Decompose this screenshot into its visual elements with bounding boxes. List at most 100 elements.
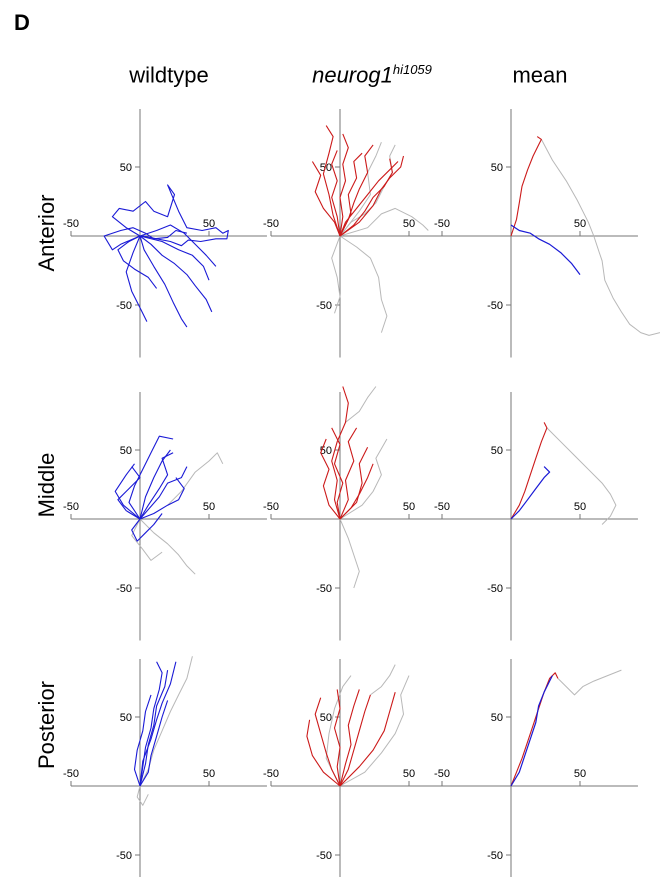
grey-track [540, 139, 660, 336]
mutant-track [333, 689, 341, 787]
tick-label-x-neg: -50 [63, 218, 79, 230]
grey-track [370, 664, 396, 696]
mutant-track [339, 152, 363, 237]
tick-label-x-pos: 50 [574, 218, 586, 230]
wildtype-track [139, 235, 213, 313]
grey-track [339, 438, 388, 520]
mutant-track [339, 692, 396, 787]
tick-label-x-neg: -50 [263, 501, 279, 513]
wildtype-track [117, 466, 141, 520]
mutant-track [311, 161, 341, 237]
grey-track [339, 207, 429, 237]
tick-label-y-pos: 50 [320, 712, 332, 724]
mutant-track [339, 427, 358, 520]
tick-label-y-pos: 50 [120, 712, 132, 724]
tick-label-y-neg: -50 [316, 850, 332, 862]
tick-label-x-neg: -50 [63, 768, 79, 780]
mutant-track [339, 689, 360, 787]
mutant-track [510, 672, 559, 787]
tick-label-x-pos: 50 [203, 218, 215, 230]
wildtype-track [103, 227, 188, 251]
mutant-track [331, 427, 344, 520]
grey-track [339, 235, 388, 333]
grey-track [339, 675, 410, 787]
wildtype-track [131, 513, 163, 542]
panel-letter: D [14, 10, 30, 35]
tick-label-x-pos: 50 [574, 501, 586, 513]
tick-label-y-neg: -50 [487, 583, 503, 595]
tick-label-y-pos: 50 [320, 162, 332, 174]
grey-track [339, 144, 396, 237]
wildtype-track [139, 449, 171, 520]
grey-track [345, 386, 377, 423]
mutant-track [339, 161, 399, 237]
mutant-track [306, 719, 341, 787]
grey-track [325, 675, 352, 787]
wildtype-mean-track [510, 224, 581, 275]
wildtype-track [139, 235, 188, 328]
column-title-text: mean [512, 62, 568, 88]
wildtype-track [117, 235, 158, 289]
tick-label-y-neg: -50 [116, 300, 132, 312]
tick-label-x-pos: 50 [403, 768, 415, 780]
tick-label-x-neg: -50 [63, 501, 79, 513]
tick-label-x-neg: -50 [263, 768, 279, 780]
column-title-wildtype: wildtype [69, 62, 269, 88]
grey-track [131, 518, 163, 561]
wildtype-track [139, 661, 177, 787]
tick-label-y-neg: -50 [116, 583, 132, 595]
tick-label-y-neg: -50 [316, 300, 332, 312]
wildtype-track [114, 463, 141, 520]
grey-track [331, 235, 341, 314]
tick-label-x-pos: 50 [203, 768, 215, 780]
grey-track [136, 785, 149, 806]
grey-track [167, 452, 224, 506]
tick-label-x-pos: 50 [203, 501, 215, 513]
wildtype-track [133, 694, 152, 787]
grey-track [557, 669, 622, 696]
tick-label-x-pos: 50 [574, 768, 586, 780]
column-title-sup: hi1059 [392, 62, 432, 77]
tick-label-x-neg: -50 [434, 218, 450, 230]
tick-label-y-pos: 50 [491, 445, 503, 457]
tick-label-y-neg: -50 [487, 300, 503, 312]
wildtype-mean-track [510, 466, 551, 520]
mutant-track [331, 150, 341, 237]
tick-label-x-neg: -50 [434, 768, 450, 780]
mutant-track [339, 463, 374, 520]
wildtype-track [139, 235, 210, 281]
column-title-text: wildtype [129, 62, 209, 88]
grey-track [339, 518, 360, 589]
wildtype-track [139, 700, 169, 787]
wildtype-track [139, 466, 188, 520]
grey-track [139, 518, 196, 575]
tick-label-x-pos: 50 [403, 218, 415, 230]
tick-label-y-neg: -50 [116, 850, 132, 862]
tick-label-x-neg: -50 [263, 218, 279, 230]
mutant-track [339, 155, 405, 237]
wildtype-track [139, 661, 163, 787]
grey-track [339, 142, 382, 237]
wildtype-track [111, 184, 229, 247]
tick-label-y-pos: 50 [491, 162, 503, 174]
wildtype-track [139, 670, 169, 787]
wildtype-track [139, 224, 217, 267]
wildtype-track [125, 235, 148, 322]
mutant-track [339, 694, 371, 787]
column-title-mean: mean [440, 62, 640, 88]
wildtype-mean-track [510, 675, 553, 787]
tick-label-y-neg: -50 [487, 850, 503, 862]
tick-label-y-neg: -50 [316, 583, 332, 595]
grey-track [546, 427, 617, 525]
mutant-track [331, 386, 349, 520]
tick-label-x-neg: -50 [434, 501, 450, 513]
column-title-neurog1: neurog1hi1059 [272, 62, 472, 88]
mutant-track [510, 136, 542, 237]
mutant-track [339, 133, 349, 237]
mutant-track [314, 697, 341, 787]
column-title-text: neurog1 [312, 62, 393, 88]
mutant-track [322, 125, 341, 237]
wildtype-track [139, 477, 185, 520]
tick-label-y-pos: 50 [120, 162, 132, 174]
